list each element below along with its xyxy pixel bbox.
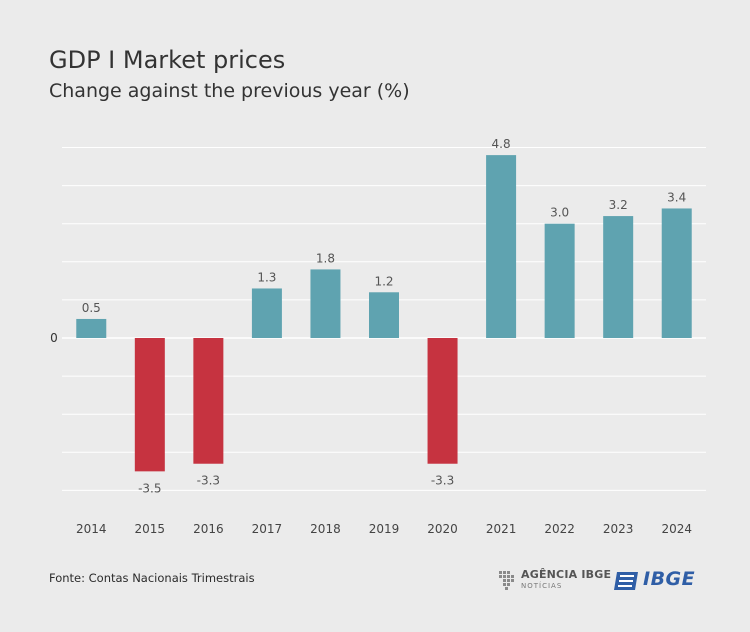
x-tick-label-2024: 2024	[661, 522, 692, 536]
bar-2021	[486, 155, 517, 338]
x-tick-label-2023: 2023	[603, 522, 634, 536]
value-label-2023: 3.2	[609, 198, 628, 212]
value-label-2024: 3.4	[667, 190, 686, 204]
x-tick-label-2015: 2015	[135, 522, 166, 536]
value-label-2014: 0.5	[82, 301, 101, 315]
bar-2024	[661, 208, 692, 338]
value-label-2020: -3.3	[431, 474, 454, 488]
x-tick-label-2021: 2021	[486, 522, 517, 536]
bars	[76, 155, 692, 472]
bar-2018	[310, 269, 341, 338]
value-label-2018: 1.8	[316, 251, 335, 265]
chart-subtitle: Change against the previous year (%)	[49, 80, 410, 102]
bar-2020	[427, 338, 458, 464]
source-note: Fonte: Contas Nacionais Trimestrais	[49, 571, 255, 585]
value-label-2015: -3.5	[138, 481, 161, 495]
ibge-logo: IBGE	[612, 568, 708, 594]
x-tick-label-2014: 2014	[76, 522, 107, 536]
value-label-2022: 3.0	[550, 206, 569, 220]
bar-2019	[369, 292, 399, 338]
agencia-logo-subtext: NOTÍCIAS	[521, 582, 563, 590]
agencia-ibge-logo: AGÊNCIA IBGE NOTÍCIAS	[497, 566, 611, 594]
chart-title: GDP I Market prices	[49, 46, 286, 74]
x-tick-label-2020: 2020	[427, 522, 458, 536]
bar-2022	[544, 223, 575, 338]
x-tick-label-2016: 2016	[193, 522, 224, 536]
bar-2023	[603, 216, 634, 338]
ibge-mark-icon	[614, 572, 638, 590]
value-label-2016: -3.3	[197, 474, 220, 488]
value-label-2017: 1.3	[257, 270, 276, 284]
agencia-logo-text: AGÊNCIA IBGE	[521, 568, 612, 581]
value-label-2021: 4.8	[492, 137, 511, 151]
bar-2016	[193, 338, 224, 464]
x-tick-label-2019: 2019	[369, 522, 400, 536]
ibge-logo-text: IBGE	[643, 568, 696, 590]
bar-2017	[251, 288, 282, 338]
brazil-map-icon	[499, 571, 514, 590]
x-tick-label-2022: 2022	[544, 522, 575, 536]
x-axis: 2014 2015 2016 2017 2018 2019 2020 2021 2022 2023…	[76, 522, 692, 536]
x-tick-label-2018: 2018	[310, 522, 341, 536]
bar-2014	[76, 318, 107, 338]
y-tick-label: 0	[50, 331, 58, 345]
value-label-2019: 1.2	[374, 274, 393, 288]
bar-2015	[134, 338, 165, 472]
y-axis: 0	[50, 331, 58, 345]
x-tick-label-2017: 2017	[252, 522, 283, 536]
value-labels: 0.5 -3.5 -3.3 1.3 1.8 1.2 -3.3 4.8 3.0 3.2 3.4	[82, 137, 687, 495]
